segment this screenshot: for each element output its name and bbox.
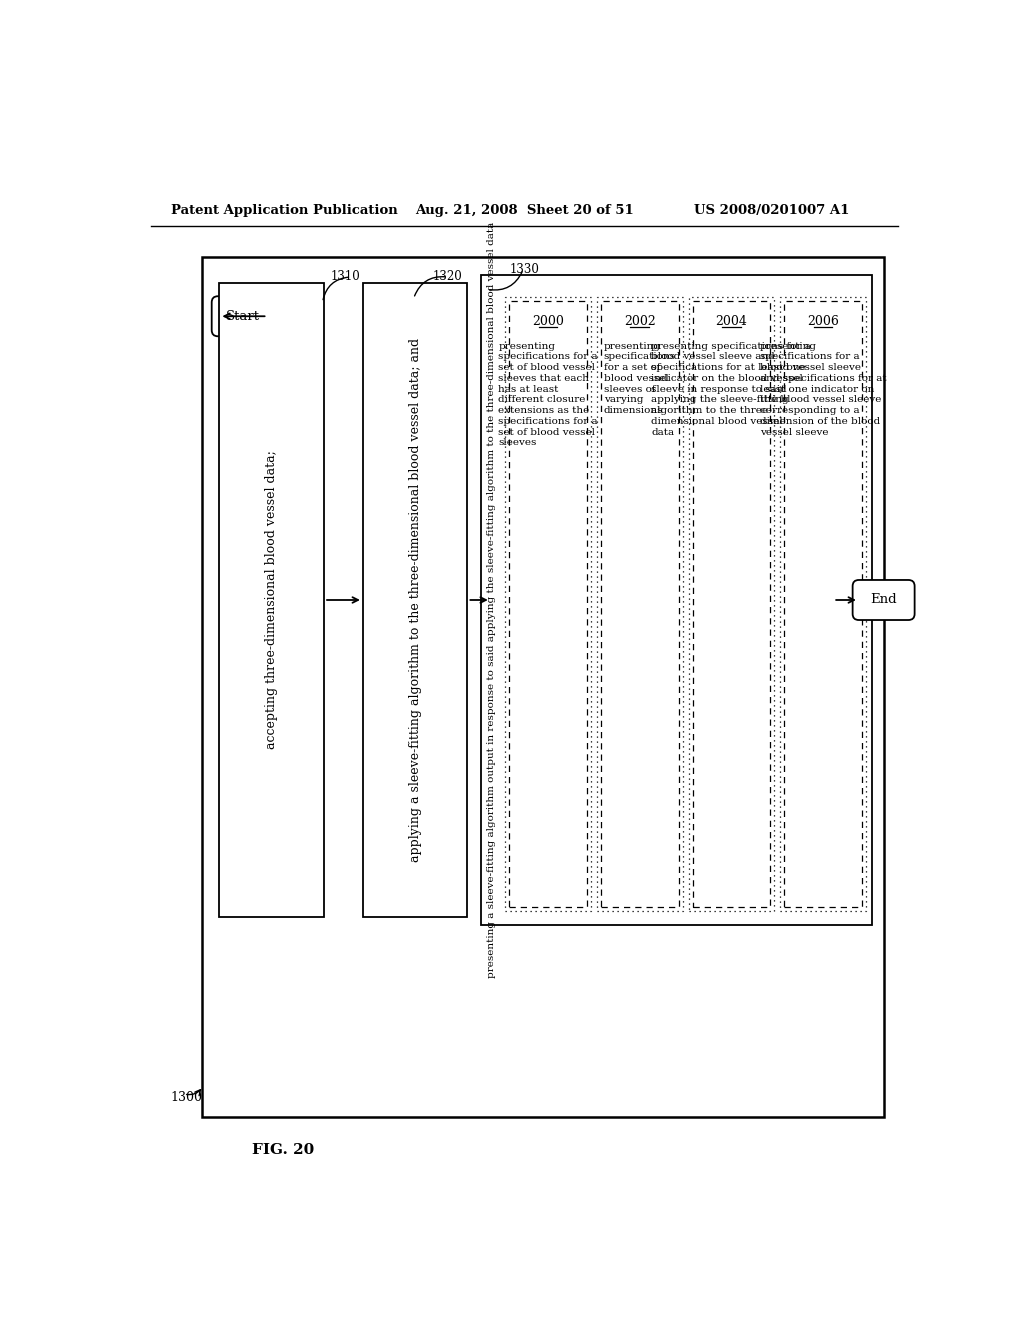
Text: 2002: 2002 bbox=[624, 315, 655, 329]
Bar bbox=[784, 301, 862, 907]
FancyBboxPatch shape bbox=[853, 579, 914, 620]
Text: FIG. 20: FIG. 20 bbox=[252, 1143, 314, 1158]
Text: presenting specifications for a
blood vessel sleeve and
specifications for at le: presenting specifications for a blood ve… bbox=[651, 342, 811, 437]
Text: presenting a sleeve-fitting algorithm output in response to said applying the sl: presenting a sleeve-fitting algorithm ou… bbox=[487, 222, 496, 978]
Bar bbox=[780, 297, 866, 911]
Text: End: End bbox=[870, 594, 897, 606]
Text: Patent Application Publication: Patent Application Publication bbox=[171, 205, 397, 218]
Bar bbox=[219, 284, 324, 917]
Bar bbox=[689, 297, 774, 911]
Text: accepting three-dimensional blood vessel data;: accepting three-dimensional blood vessel… bbox=[265, 450, 279, 750]
Text: US 2008/0201007 A1: US 2008/0201007 A1 bbox=[693, 205, 849, 218]
Text: 1330: 1330 bbox=[510, 263, 540, 276]
Text: 1310: 1310 bbox=[331, 271, 360, 284]
Text: presenting
specifications
for a set of
blood vessel
sleeves of
varying
dimension: presenting specifications for a set of b… bbox=[604, 342, 676, 416]
Text: Aug. 21, 2008  Sheet 20 of 51: Aug. 21, 2008 Sheet 20 of 51 bbox=[415, 205, 634, 218]
Text: 1320: 1320 bbox=[432, 271, 462, 284]
Text: presenting
specifications for a
blood vessel sleeve
and specifications for at
le: presenting specifications for a blood ve… bbox=[760, 342, 887, 437]
Text: 2006: 2006 bbox=[807, 315, 839, 329]
FancyBboxPatch shape bbox=[212, 296, 273, 337]
Text: 2000: 2000 bbox=[532, 315, 564, 329]
Text: 2004: 2004 bbox=[716, 315, 748, 329]
Bar bbox=[597, 297, 683, 911]
Text: 1300: 1300 bbox=[171, 1092, 203, 1105]
Text: Start: Start bbox=[225, 310, 260, 323]
Text: presenting
specifications for a
set of blood vessel
sleeves that each
has at lea: presenting specifications for a set of b… bbox=[499, 342, 598, 447]
Bar bbox=[362, 284, 467, 917]
Text: applying a sleeve-fitting algorithm to the three-dimensional blood vessel data; : applying a sleeve-fitting algorithm to t… bbox=[409, 338, 422, 862]
Bar bbox=[601, 301, 679, 907]
Bar bbox=[480, 276, 872, 924]
Bar bbox=[692, 301, 770, 907]
Bar bbox=[202, 257, 884, 1117]
Bar bbox=[509, 301, 587, 907]
Bar bbox=[506, 297, 591, 911]
